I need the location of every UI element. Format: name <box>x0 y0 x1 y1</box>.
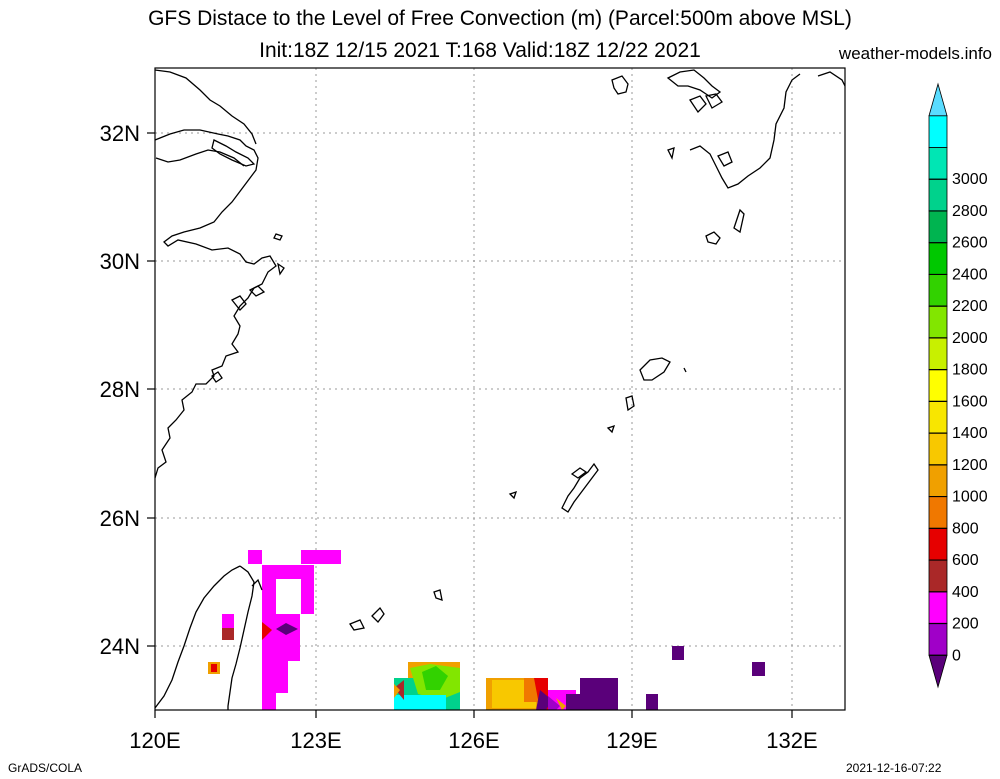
colorbar-level-label: 1400 <box>952 425 988 442</box>
colorbar-level-label: 2400 <box>952 266 988 283</box>
colorbar-swatch <box>928 464 948 497</box>
lat-label: 26N <box>100 506 140 531</box>
lat-label: 32N <box>100 121 140 146</box>
colorbar-level-label: 2000 <box>952 330 988 347</box>
colorbar: 0 200 400 600 800 1000 1200 1400 1600 1800 2000 220… <box>928 82 988 689</box>
lfc-0-cells <box>566 646 765 710</box>
colorbar-swatch <box>928 274 948 307</box>
colorbar-swatch <box>928 242 948 275</box>
colorbar-swatch <box>928 369 948 402</box>
lat-label: 30N <box>100 249 140 274</box>
colorbar-level-label: 600 <box>952 552 979 569</box>
colorbar-level-label: 1000 <box>952 489 988 506</box>
map-subtitle: Init:18Z 12/15 2021 T:168 Valid:18Z 12/2… <box>259 39 701 62</box>
colorbar-swatch <box>928 591 948 624</box>
lon-axis-labels: 120E 123E 126E 129E 132E <box>129 728 817 753</box>
lfc-high-cells <box>394 662 460 710</box>
lfc-orange-cells <box>486 678 566 710</box>
colorbar-swatch <box>928 432 948 466</box>
colorbar-swatch <box>928 147 948 180</box>
colorbar-level-label: 0 <box>952 647 961 664</box>
colorbar-swatch <box>928 623 948 656</box>
axis-ticks <box>147 132 793 718</box>
colorbar-level-label: 1200 <box>952 457 988 474</box>
colorbar-swatch <box>928 559 948 593</box>
colorbar-level-label: 200 <box>952 616 979 633</box>
lat-axis-labels: 24N 26N 28N 30N 32N <box>100 121 140 659</box>
lon-label: 132E <box>766 728 817 753</box>
plot-area <box>147 67 846 718</box>
site-label: weather-models.info <box>838 44 992 63</box>
colorbar-level-label: 1800 <box>952 362 988 379</box>
lfc-200-cells <box>222 550 576 710</box>
colorbar-swatch <box>928 82 948 117</box>
colorbar-swatch <box>928 178 948 212</box>
lfc-shading <box>208 550 765 710</box>
colorbar-level-label: 2200 <box>952 298 988 315</box>
coastlines <box>154 69 846 710</box>
colorbar-swatch <box>928 654 948 689</box>
colorbar-level-label: 3000 <box>952 171 988 188</box>
lat-label: 24N <box>100 634 140 659</box>
map-title: GFS Distace to the Level of Free Convect… <box>148 7 852 30</box>
colorbar-level-label: 800 <box>952 520 979 537</box>
colorbar-level-label: 2800 <box>952 203 988 220</box>
footer-software-label: GrADS/COLA <box>8 761 83 775</box>
lon-label: 120E <box>129 728 180 753</box>
lfc-mixed-cells <box>208 622 298 674</box>
lon-label: 126E <box>448 728 499 753</box>
colorbar-swatch <box>928 210 948 244</box>
footer-timestamp: 2021-12-16-07:22 <box>846 761 942 775</box>
colorbar-swatch <box>928 496 948 529</box>
lon-label: 123E <box>290 728 341 753</box>
colorbar-swatch <box>928 305 948 339</box>
lat-label: 28N <box>100 377 140 402</box>
colorbar-level-label: 1600 <box>952 393 988 410</box>
colorbar-swatch <box>928 527 948 561</box>
colorbar-swatch <box>928 337 948 371</box>
colorbar-swatch <box>928 400 948 434</box>
lon-label: 129E <box>606 728 657 753</box>
colorbar-swatch <box>928 115 948 148</box>
colorbar-level-label: 400 <box>952 584 979 601</box>
colorbar-level-label: 2600 <box>952 235 988 252</box>
